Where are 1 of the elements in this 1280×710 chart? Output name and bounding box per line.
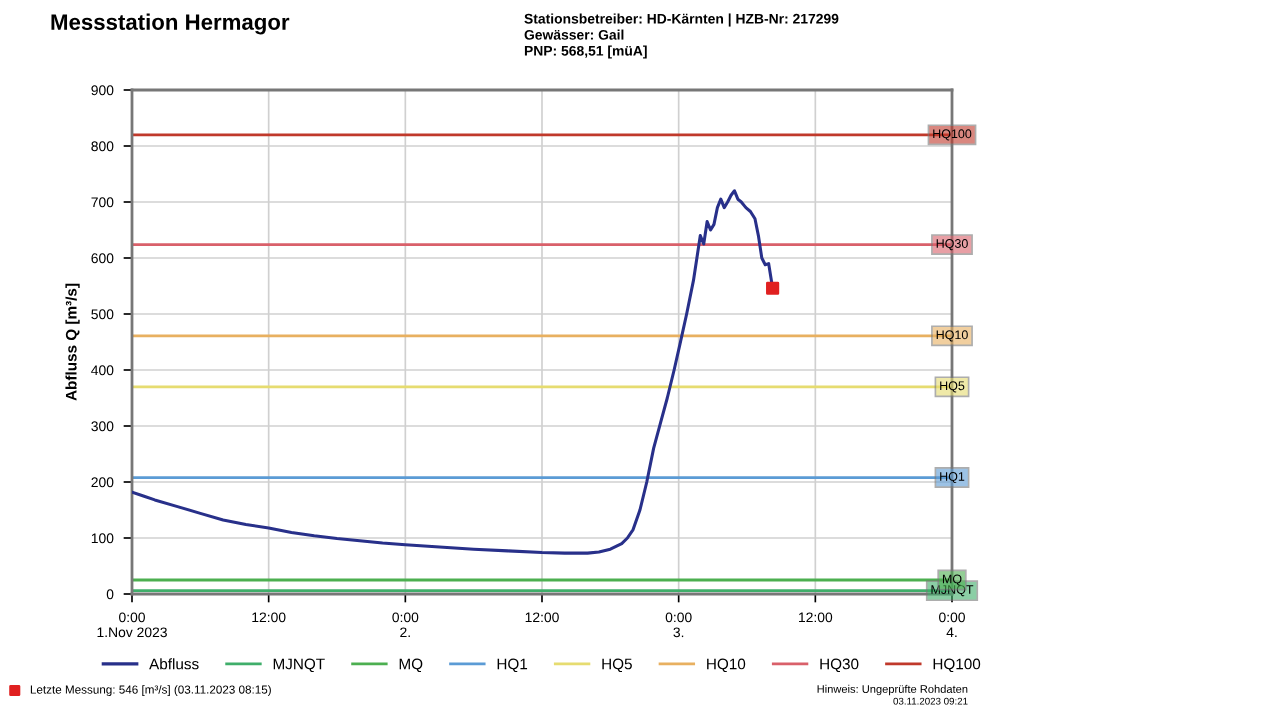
chart-title: Messstation Hermagor — [51, 13, 290, 35]
